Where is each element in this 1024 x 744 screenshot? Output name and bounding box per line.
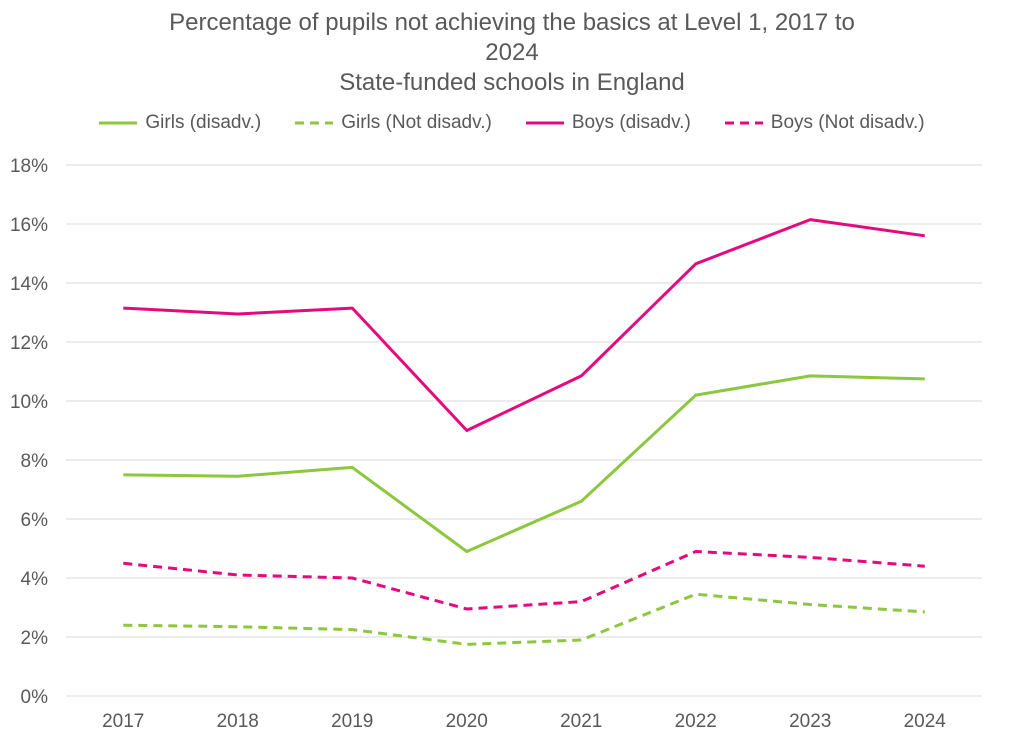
legend-swatch xyxy=(525,121,564,125)
series-line-3 xyxy=(123,550,925,611)
x-tick-label: 2019 xyxy=(331,711,373,732)
x-tick-label: 2024 xyxy=(904,711,947,732)
chart-title: Percentage of pupils not achieving the b… xyxy=(0,8,1024,98)
legend-label: Girls (disadv.) xyxy=(145,112,262,133)
x-tick-label: 2021 xyxy=(560,711,602,732)
y-tick-label: 14% xyxy=(10,274,48,295)
legend-item: Girls (Not disadv.) xyxy=(295,112,492,134)
x-tick-label: 2022 xyxy=(675,711,717,732)
legend-item: Boys (disadv.) xyxy=(525,112,691,134)
legend-label: Boys (Not disadv.) xyxy=(770,112,925,133)
legend: Girls (disadv.) Girls (Not disadv.) Boys (… xyxy=(0,112,1024,134)
y-tick-label: 2% xyxy=(21,628,49,649)
legend-swatch xyxy=(295,121,334,125)
y-tick-label: 6% xyxy=(21,510,49,531)
y-tick-label: 10% xyxy=(10,392,48,413)
chart-title-line-1: Percentage of pupils not achieving the b… xyxy=(169,9,855,36)
x-tick-label: 2018 xyxy=(217,711,259,732)
y-tick-label: 4% xyxy=(21,569,49,590)
series-line-2 xyxy=(123,218,926,432)
legend-label: Boys (disadv.) xyxy=(571,112,691,133)
y-tick-label: 18% xyxy=(10,156,48,177)
series-line-1 xyxy=(123,592,925,646)
y-tick-label: 0% xyxy=(21,687,49,708)
chart-title-line-3: State-funded schools in England xyxy=(339,69,685,96)
legend-swatch xyxy=(724,121,763,125)
series-line-0 xyxy=(123,374,925,553)
x-tick-label: 2017 xyxy=(102,711,144,732)
x-tick-label: 2020 xyxy=(446,711,488,732)
y-tick-label: 8% xyxy=(21,451,49,472)
legend-swatch xyxy=(99,121,138,125)
legend-label: Girls (Not disadv.) xyxy=(341,112,492,133)
chart-title-line-2: 2024 xyxy=(485,39,539,66)
legend-item: Boys (Not disadv.) xyxy=(724,112,925,134)
legend-item: Girls (disadv.) xyxy=(99,112,261,134)
y-tick-label: 16% xyxy=(10,215,48,236)
x-tick-label: 2023 xyxy=(789,711,831,732)
y-tick-label: 12% xyxy=(10,333,48,354)
